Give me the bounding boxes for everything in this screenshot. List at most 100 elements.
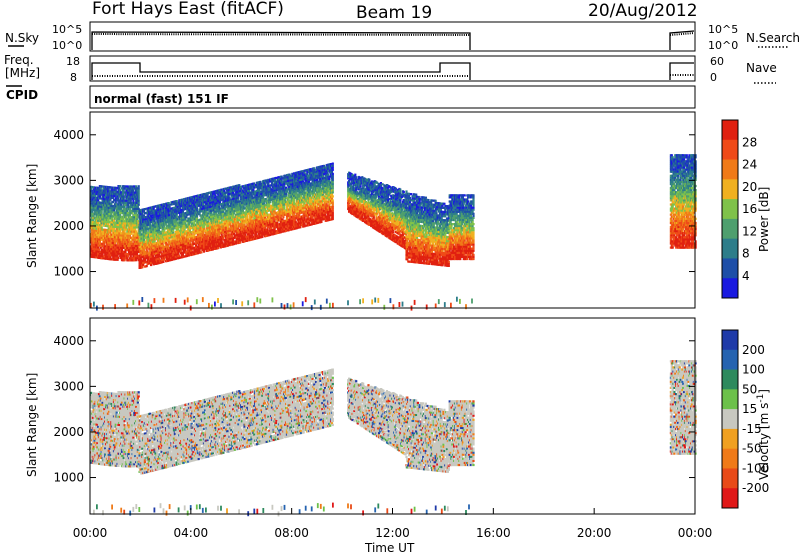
echo-cell — [138, 202, 140, 204]
echo-cell — [135, 259, 137, 261]
echo-cell — [108, 188, 110, 190]
echo-cell — [125, 216, 127, 218]
echo-cell — [132, 212, 134, 214]
echo-cell — [269, 201, 271, 203]
echo-cell — [123, 189, 125, 191]
echo-cell — [126, 210, 128, 212]
echo-cell — [136, 218, 138, 220]
echo-cell — [121, 249, 123, 251]
echo-cell — [108, 219, 110, 221]
echo-cell — [130, 255, 132, 257]
echo-cell — [128, 239, 130, 241]
echo-cell — [119, 189, 121, 191]
echo-cell — [101, 212, 103, 214]
nave-tick-low: 0 — [710, 71, 717, 84]
echo-cell — [207, 194, 209, 196]
echo-cell — [101, 226, 103, 228]
noise-panel: N.Sky 10^5 10^0 10^5 10^0 N.Search — [5, 22, 800, 52]
echo-cell — [147, 250, 149, 252]
echo-cell — [134, 228, 136, 230]
date-label: 20/Aug/2012 — [588, 1, 698, 21]
echo-cell — [203, 251, 205, 253]
echo-cell — [135, 212, 137, 214]
echo-cell — [109, 232, 111, 234]
echo-cell — [107, 223, 109, 225]
echo-cell — [124, 251, 126, 253]
echo-cell — [103, 243, 105, 245]
echo-cell — [97, 199, 99, 201]
echo-cell — [261, 236, 263, 238]
noise-tick-right-low: 10^0 — [708, 39, 738, 52]
power-scatter — [90, 154, 697, 310]
echo-cell — [138, 185, 140, 187]
echo-cell — [196, 215, 198, 217]
echo-cell — [124, 230, 126, 232]
echo-cell — [93, 215, 95, 217]
echo-cell — [113, 209, 115, 211]
echo-cell — [110, 203, 112, 205]
echo-cell — [110, 213, 112, 215]
cpid-value: normal (fast) 151 IF — [94, 92, 229, 106]
echo-cell — [136, 253, 138, 255]
freq-trace — [92, 63, 470, 80]
echo-cell — [246, 215, 248, 217]
nave-label: Nave — [746, 61, 777, 75]
noise-tick-right-high: 10^5 — [708, 23, 738, 36]
echo-cell — [135, 185, 137, 187]
echo-cell — [138, 193, 140, 195]
echo-cell — [119, 185, 121, 187]
echo-cell — [150, 264, 152, 266]
freq-panel-frame — [90, 56, 695, 81]
echo-cell — [129, 208, 131, 210]
echo-cell — [252, 234, 254, 236]
nsearch-trace — [92, 34, 470, 35]
echo-cell — [138, 200, 140, 202]
echo-cell — [135, 230, 137, 232]
freq-tick-high: 18 — [66, 55, 80, 68]
echo-cell — [117, 255, 119, 257]
echo-cell — [172, 230, 174, 232]
noise-tick-left-high: 10^5 — [52, 23, 82, 36]
freq-trace-end — [670, 63, 694, 80]
echo-cell — [130, 200, 132, 202]
echo-cell — [138, 198, 140, 200]
echo-cell — [111, 217, 113, 219]
echo-cell — [113, 228, 115, 230]
echo-cell — [162, 261, 164, 263]
echo-cell — [117, 257, 119, 259]
echo-cell — [112, 197, 114, 199]
echo-cell — [132, 190, 134, 192]
echo-cell — [203, 226, 205, 228]
nave-tick-high: 60 — [710, 55, 724, 68]
echo-cell — [120, 208, 122, 210]
nsearch-label: N.Search — [746, 31, 800, 45]
echo-cell — [131, 233, 133, 235]
echo-cell — [146, 265, 148, 267]
noise-tick-left-low: 10^0 — [52, 39, 82, 52]
echo-cell — [162, 243, 164, 245]
echo-cell — [200, 251, 202, 253]
beam-label: Beam 19 — [356, 3, 432, 23]
echo-cell — [138, 196, 140, 198]
echo-cell — [138, 204, 140, 206]
echo-cell — [188, 224, 190, 226]
echo-cell — [196, 217, 198, 219]
echo-cell — [239, 241, 241, 243]
echo-cell — [113, 220, 115, 222]
freq-unit: [MHz] — [5, 66, 40, 80]
echo-cell — [124, 206, 126, 208]
echo-cell — [123, 198, 125, 200]
echo-cell — [137, 206, 139, 208]
freq-tick-low: 8 — [70, 71, 77, 84]
echo-cell — [126, 257, 128, 259]
cpid-label: CPID — [6, 88, 38, 102]
echo-cell — [129, 214, 131, 216]
echo-cell — [124, 259, 126, 261]
echo-cell — [109, 256, 111, 258]
echo-cell — [114, 242, 116, 244]
echo-cell — [217, 247, 219, 249]
freq-panel: Freq. [MHz] 18 8 60 0 Nave — [4, 53, 777, 84]
echo-cell — [138, 187, 140, 189]
echo-cell — [119, 214, 121, 216]
